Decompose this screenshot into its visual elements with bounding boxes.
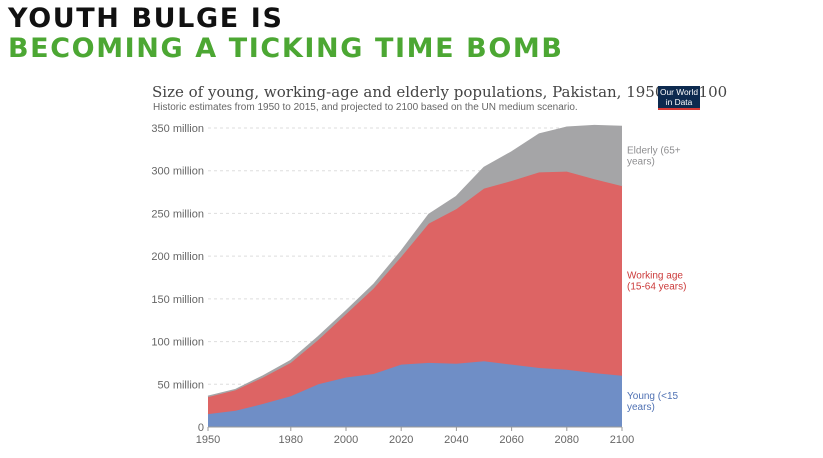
area-series bbox=[207, 124, 623, 427]
x-tick-label: 1980 bbox=[279, 434, 303, 446]
series-label: years) bbox=[627, 402, 655, 413]
x-tick-label: 1950 bbox=[196, 434, 220, 446]
series-label: Young (<15 bbox=[627, 391, 679, 402]
series-label: (15-64 years) bbox=[627, 281, 686, 292]
y-tick-label: 300 million bbox=[151, 166, 204, 178]
area-young[interactable] bbox=[208, 361, 622, 427]
y-tick-label: 250 million bbox=[151, 208, 204, 220]
x-tick-label: 2000 bbox=[334, 434, 358, 446]
area-elderly[interactable] bbox=[208, 125, 622, 398]
y-tick-label: 50 million bbox=[158, 379, 204, 391]
owid-logo[interactable]: Our World in Data bbox=[658, 86, 700, 110]
series-label: Elderly (65+ bbox=[627, 146, 681, 157]
series-label: years) bbox=[627, 157, 655, 168]
headline-line-2: BECOMING A TICKING TIME BOMB bbox=[8, 33, 564, 64]
chart-title: Size of young, working-age and elderly p… bbox=[152, 83, 728, 101]
owid-logo-line-1: Our World bbox=[659, 87, 698, 97]
y-tick-label: 200 million bbox=[151, 251, 204, 263]
y-tick-label: 100 million bbox=[151, 337, 204, 349]
headline: YOUTH BULGE IS BECOMING A TICKING TIME B… bbox=[8, 4, 564, 64]
x-tick-label: 2040 bbox=[444, 434, 468, 446]
area-working[interactable] bbox=[208, 171, 622, 415]
x-tick-label: 2020 bbox=[389, 434, 413, 446]
y-tick-label: 0 bbox=[198, 422, 204, 434]
chart-subtitle: Historic estimates from 1950 to 2015, an… bbox=[153, 102, 578, 113]
x-tick-label: 2100 bbox=[610, 434, 634, 446]
y-tick-label: 150 million bbox=[151, 294, 204, 306]
series-label: Working age bbox=[627, 270, 683, 281]
y-tick-label: 350 million bbox=[151, 123, 204, 135]
owid-logo-line-2: in Data bbox=[665, 96, 693, 107]
axes: 0 50 million 100 million 150 million 200 mil… bbox=[151, 123, 634, 446]
x-tick-label: 2060 bbox=[499, 434, 523, 446]
headline-line-1: YOUTH BULGE IS bbox=[8, 3, 284, 34]
x-tick-label: 2080 bbox=[555, 434, 579, 446]
area-edge bbox=[207, 124, 623, 397]
